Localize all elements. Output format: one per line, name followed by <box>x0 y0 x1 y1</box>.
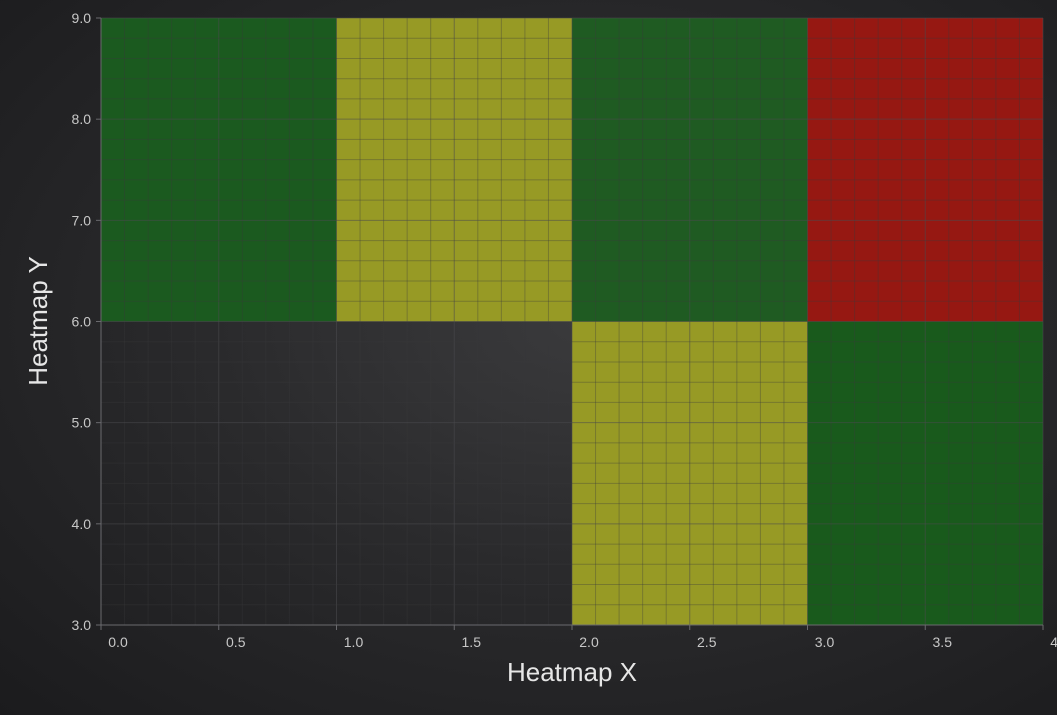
y-tick-label: 9.0 <box>72 10 92 26</box>
grid-lines <box>100 17 1044 626</box>
x-tick-label: 4.0 <box>1050 634 1057 650</box>
y-tick-label: 5.0 <box>72 415 92 431</box>
y-tick-label: 6.0 <box>72 314 92 330</box>
x-tick-label: 1.0 <box>344 634 364 650</box>
x-tick-label: 3.5 <box>933 634 953 650</box>
x-axis-title: Heatmap X <box>507 657 637 687</box>
y-tick-labels: 3.0 4.0 5.0 6.0 7.0 8.0 9.0 <box>72 10 101 633</box>
x-tick-labels: 0.0 0.5 1.0 1.5 2.0 2.5 3.0 3.5 4.0 <box>100 625 1057 650</box>
y-tick-label: 8.0 <box>72 111 92 127</box>
y-tick-label: 4.0 <box>72 516 92 532</box>
x-tick-label: 2.5 <box>697 634 717 650</box>
x-tick-label: 0.0 <box>108 634 128 650</box>
y-tick-label: 7.0 <box>72 212 92 228</box>
x-tick-label: 0.5 <box>226 634 246 650</box>
y-tick-label: 3.0 <box>72 617 92 633</box>
y-axis-title: Heatmap Y <box>23 256 53 386</box>
x-tick-label: 3.0 <box>815 634 835 650</box>
x-tick-label: 1.5 <box>462 634 482 650</box>
x-tick-label: 2.0 <box>579 634 599 650</box>
